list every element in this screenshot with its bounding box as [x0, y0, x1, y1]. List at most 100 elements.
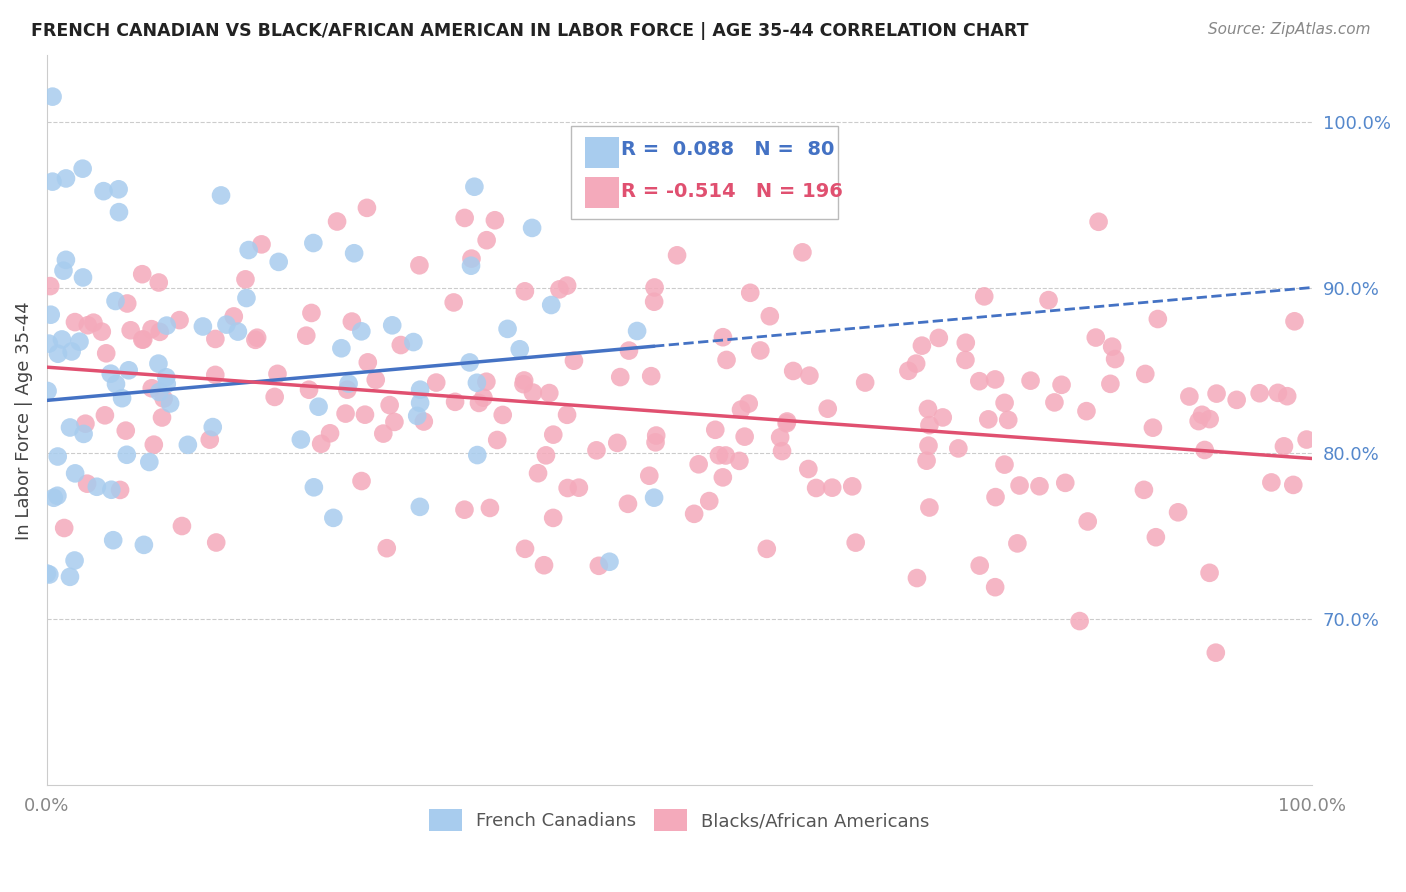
- Point: [46, 489, 69, 503]
- Point: [412, 415, 434, 429]
- Point: [409, 383, 432, 397]
- Point: [246, 331, 269, 345]
- Point: [215, 318, 238, 332]
- Point: [645, 428, 668, 442]
- Point: [266, 367, 288, 381]
- Point: [643, 491, 665, 505]
- Point: [336, 383, 359, 397]
- Point: [697, 494, 720, 508]
- Point: [644, 280, 666, 294]
- Point: [201, 420, 224, 434]
- Point: [1133, 483, 1156, 497]
- Point: [1267, 385, 1289, 400]
- Point: [527, 467, 550, 481]
- Point: [994, 396, 1017, 410]
- Point: [512, 377, 534, 392]
- Point: [150, 410, 173, 425]
- Point: [775, 416, 797, 430]
- Point: [478, 500, 501, 515]
- Text: FRENCH CANADIAN VS BLACK/AFRICAN AMERICAN IN LABOR FORCE | AGE 35-44 CORRELATION: FRENCH CANADIAN VS BLACK/AFRICAN AMERICA…: [31, 22, 1028, 40]
- Point: [585, 443, 607, 458]
- Point: [55, 252, 77, 267]
- Point: [375, 541, 398, 556]
- Point: [155, 370, 177, 384]
- Point: [1188, 414, 1211, 428]
- Point: [513, 374, 536, 388]
- Point: [290, 433, 312, 447]
- Point: [357, 355, 380, 369]
- Point: [1077, 515, 1099, 529]
- Point: [728, 454, 751, 468]
- Point: [191, 319, 214, 334]
- Point: [238, 243, 260, 257]
- Point: [138, 455, 160, 469]
- Point: [1084, 330, 1107, 344]
- Point: [132, 538, 155, 552]
- Point: [226, 325, 249, 339]
- Point: [82, 316, 104, 330]
- Point: [562, 353, 585, 368]
- Point: [1272, 439, 1295, 453]
- Point: [39, 279, 62, 293]
- Point: [776, 415, 799, 429]
- Point: [548, 282, 571, 296]
- Point: [131, 333, 153, 347]
- Point: [63, 315, 86, 329]
- Point: [740, 285, 762, 300]
- Point: [1101, 340, 1123, 354]
- Point: [1076, 404, 1098, 418]
- Point: [915, 453, 938, 467]
- Point: [984, 580, 1007, 594]
- Point: [53, 521, 76, 535]
- Point: [821, 481, 844, 495]
- Point: [460, 259, 482, 273]
- Point: [142, 437, 165, 451]
- Point: [52, 263, 75, 277]
- Point: [626, 324, 648, 338]
- Point: [792, 245, 814, 260]
- Point: [734, 430, 756, 444]
- Point: [326, 214, 349, 228]
- Point: [1198, 566, 1220, 580]
- Point: [170, 519, 193, 533]
- Point: [93, 184, 115, 198]
- Point: [41, 89, 63, 103]
- Point: [156, 318, 179, 333]
- Point: [845, 535, 868, 549]
- Point: [617, 343, 640, 358]
- Point: [513, 541, 536, 556]
- Point: [496, 322, 519, 336]
- Point: [389, 338, 412, 352]
- Point: [643, 294, 665, 309]
- Point: [969, 558, 991, 573]
- Point: [42, 491, 65, 505]
- Point: [267, 255, 290, 269]
- Point: [350, 324, 373, 338]
- Point: [666, 248, 689, 262]
- Point: [148, 276, 170, 290]
- Point: [408, 258, 430, 272]
- Point: [406, 409, 429, 423]
- Point: [55, 171, 77, 186]
- Point: [69, 334, 91, 349]
- Point: [156, 376, 179, 391]
- Point: [1167, 505, 1189, 519]
- Point: [1194, 442, 1216, 457]
- Point: [152, 392, 174, 406]
- Point: [364, 373, 387, 387]
- Legend: French Canadians, Blacks/African Americans: French Canadians, Blacks/African America…: [429, 809, 929, 831]
- Point: [409, 396, 432, 410]
- Point: [897, 364, 920, 378]
- Point: [759, 310, 782, 324]
- Y-axis label: In Labor Force | Age 35-44: In Labor Force | Age 35-44: [15, 301, 32, 540]
- Point: [683, 507, 706, 521]
- Point: [1038, 293, 1060, 307]
- Point: [1282, 478, 1305, 492]
- Point: [149, 325, 172, 339]
- Point: [72, 426, 94, 441]
- Point: [997, 413, 1019, 427]
- Point: [977, 412, 1000, 426]
- Point: [711, 470, 734, 484]
- Point: [35, 566, 58, 581]
- Point: [453, 502, 475, 516]
